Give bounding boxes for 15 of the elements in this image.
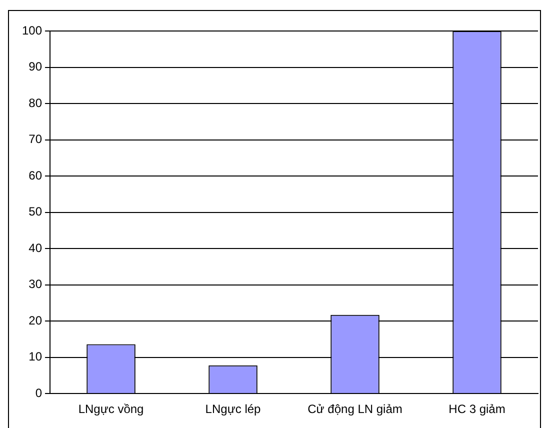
y-tick-label: 20 xyxy=(28,313,42,328)
y-tick-label: 80 xyxy=(28,96,42,110)
y-tick-label: 90 xyxy=(28,60,42,74)
y-tick-label: 60 xyxy=(28,168,42,182)
y-tick-label: 10 xyxy=(28,350,42,364)
x-tick-label: LNgực lép xyxy=(205,402,262,416)
x-tick-label: Cử động LN giảm xyxy=(308,402,402,416)
y-tick-label: 70 xyxy=(28,132,42,146)
y-tick-label: 50 xyxy=(28,204,42,219)
y-tick-label: 30 xyxy=(28,277,42,292)
y-tick-label: 100 xyxy=(22,23,42,38)
x-tick-label: LNgực vồng xyxy=(78,402,144,416)
x-tick-label: HC 3 giảm xyxy=(448,402,506,416)
y-tick-label: 40 xyxy=(28,240,42,255)
y-tick-label: 0 xyxy=(35,386,42,400)
